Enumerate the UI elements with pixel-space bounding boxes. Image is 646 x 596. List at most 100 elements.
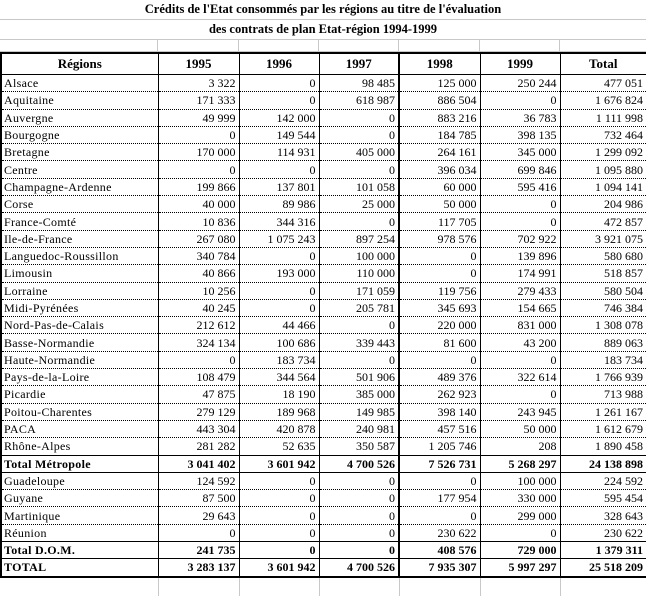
value-cell[interactable]: 1 094 141 bbox=[559, 178, 646, 197]
empty-cell[interactable] bbox=[1, 576, 159, 596]
value-cell[interactable]: 699 846 bbox=[479, 160, 561, 179]
value-cell[interactable]: 0 bbox=[479, 212, 561, 231]
value-cell[interactable]: 0 bbox=[479, 351, 561, 370]
value-cell[interactable]: 220 000 bbox=[398, 316, 481, 335]
value-cell[interactable]: 7 935 307 bbox=[398, 558, 481, 578]
region-cell[interactable]: Basse-Normandie bbox=[0, 333, 159, 352]
value-cell[interactable]: 0 bbox=[318, 160, 400, 179]
value-cell[interactable]: 0 bbox=[238, 541, 320, 560]
column-header-1998[interactable]: 1998 bbox=[398, 52, 481, 75]
value-cell[interactable]: 443 304 bbox=[157, 420, 240, 439]
region-cell[interactable]: Picardie bbox=[0, 385, 159, 404]
value-cell[interactable]: 230 622 bbox=[559, 524, 646, 543]
empty-cell[interactable] bbox=[239, 576, 320, 596]
region-cell[interactable]: Ile-de-France bbox=[0, 230, 159, 248]
value-cell[interactable]: 44 466 bbox=[238, 316, 320, 335]
value-cell[interactable]: 52 635 bbox=[238, 437, 320, 456]
region-cell[interactable]: Limousin bbox=[0, 264, 159, 283]
value-cell[interactable]: 408 576 bbox=[398, 541, 481, 560]
region-cell[interactable]: Alsace bbox=[0, 74, 159, 93]
value-cell[interactable]: 25 000 bbox=[318, 195, 400, 214]
value-cell[interactable]: 25 518 209 bbox=[559, 558, 646, 578]
value-cell[interactable]: 40 866 bbox=[157, 264, 240, 283]
value-cell[interactable]: 472 857 bbox=[559, 212, 646, 231]
region-cell[interactable]: Midi-Pyrénées bbox=[0, 299, 159, 318]
value-cell[interactable]: 1 379 311 bbox=[559, 541, 646, 560]
value-cell[interactable]: 3 921 075 bbox=[559, 230, 646, 248]
value-cell[interactable]: 595 454 bbox=[559, 489, 646, 508]
value-cell[interactable]: 886 504 bbox=[398, 91, 481, 110]
value-cell[interactable]: 0 bbox=[157, 126, 240, 145]
value-cell[interactable]: 0 bbox=[238, 506, 320, 525]
value-cell[interactable]: 330 000 bbox=[479, 489, 561, 508]
region-cell[interactable]: Total Métropole bbox=[0, 454, 159, 473]
value-cell[interactable]: 0 bbox=[238, 247, 320, 266]
value-cell[interactable]: 1 261 167 bbox=[559, 403, 646, 421]
value-cell[interactable]: 398 140 bbox=[398, 403, 481, 421]
value-cell[interactable]: 43 200 bbox=[479, 333, 561, 352]
value-cell[interactable]: 0 bbox=[238, 524, 320, 543]
value-cell[interactable]: 398 135 bbox=[479, 126, 561, 145]
value-cell[interactable]: 47 875 bbox=[157, 385, 240, 404]
value-cell[interactable]: 0 bbox=[238, 74, 320, 93]
value-cell[interactable]: 518 857 bbox=[559, 264, 646, 283]
region-cell[interactable]: France-Comté bbox=[0, 212, 159, 231]
value-cell[interactable]: 171 333 bbox=[157, 91, 240, 110]
region-cell[interactable]: Réunion bbox=[0, 524, 159, 543]
value-cell[interactable]: 149 985 bbox=[318, 403, 400, 421]
region-cell[interactable]: Corse bbox=[0, 195, 159, 214]
value-cell[interactable]: 98 485 bbox=[318, 74, 400, 93]
value-cell[interactable]: 0 bbox=[238, 160, 320, 179]
value-cell[interactable]: 117 705 bbox=[398, 212, 481, 231]
value-cell[interactable]: 183 734 bbox=[238, 351, 320, 370]
value-cell[interactable]: 262 923 bbox=[398, 385, 481, 404]
value-cell[interactable]: 174 991 bbox=[479, 264, 561, 283]
value-cell[interactable]: 0 bbox=[318, 506, 400, 525]
value-cell[interactable]: 40 000 bbox=[157, 195, 240, 214]
value-cell[interactable]: 0 bbox=[157, 351, 240, 370]
value-cell[interactable]: 240 981 bbox=[318, 420, 400, 439]
value-cell[interactable]: 189 968 bbox=[238, 403, 320, 421]
value-cell[interactable]: 114 931 bbox=[238, 143, 320, 162]
region-cell[interactable]: Martinique bbox=[0, 506, 159, 525]
value-cell[interactable]: 204 986 bbox=[559, 195, 646, 214]
value-cell[interactable]: 405 000 bbox=[318, 143, 400, 162]
column-header-1996[interactable]: 1996 bbox=[238, 52, 320, 75]
value-cell[interactable]: 1 676 824 bbox=[559, 91, 646, 110]
value-cell[interactable]: 0 bbox=[318, 472, 400, 491]
value-cell[interactable]: 50 000 bbox=[398, 195, 481, 214]
value-cell[interactable]: 489 376 bbox=[398, 368, 481, 387]
value-cell[interactable]: 139 896 bbox=[479, 247, 561, 266]
value-cell[interactable]: 87 500 bbox=[157, 489, 240, 508]
value-cell[interactable]: 49 999 bbox=[157, 109, 240, 127]
value-cell[interactable]: 1 111 998 bbox=[559, 109, 646, 127]
value-cell[interactable]: 1 095 880 bbox=[559, 160, 646, 179]
value-cell[interactable]: 0 bbox=[479, 524, 561, 543]
value-cell[interactable]: 183 734 bbox=[559, 351, 646, 370]
region-cell[interactable]: Bourgogne bbox=[0, 126, 159, 145]
value-cell[interactable]: 279 129 bbox=[157, 403, 240, 421]
value-cell[interactable]: 350 587 bbox=[318, 437, 400, 456]
value-cell[interactable]: 224 592 bbox=[559, 472, 646, 491]
value-cell[interactable]: 184 785 bbox=[398, 126, 481, 145]
value-cell[interactable]: 897 254 bbox=[318, 230, 400, 248]
value-cell[interactable]: 199 866 bbox=[157, 178, 240, 197]
value-cell[interactable]: 208 bbox=[479, 437, 561, 456]
value-cell[interactable]: 729 000 bbox=[479, 541, 561, 560]
value-cell[interactable]: 0 bbox=[318, 109, 400, 127]
value-cell[interactable]: 3 322 bbox=[157, 74, 240, 93]
column-header-regions[interactable]: Régions bbox=[0, 52, 159, 75]
value-cell[interactable]: 18 190 bbox=[238, 385, 320, 404]
value-cell[interactable]: 978 576 bbox=[398, 230, 481, 248]
value-cell[interactable]: 0 bbox=[318, 316, 400, 335]
value-cell[interactable]: 345 693 bbox=[398, 299, 481, 318]
value-cell[interactable]: 477 051 bbox=[559, 74, 646, 93]
value-cell[interactable]: 29 643 bbox=[157, 506, 240, 525]
value-cell[interactable]: 0 bbox=[398, 472, 481, 491]
region-cell[interactable]: Nord-Pas-de-Calais bbox=[0, 316, 159, 335]
value-cell[interactable]: 4 700 526 bbox=[318, 558, 400, 578]
value-cell[interactable]: 0 bbox=[479, 385, 561, 404]
value-cell[interactable]: 3 283 137 bbox=[157, 558, 240, 578]
value-cell[interactable]: 0 bbox=[398, 506, 481, 525]
value-cell[interactable]: 1 075 243 bbox=[238, 230, 320, 248]
